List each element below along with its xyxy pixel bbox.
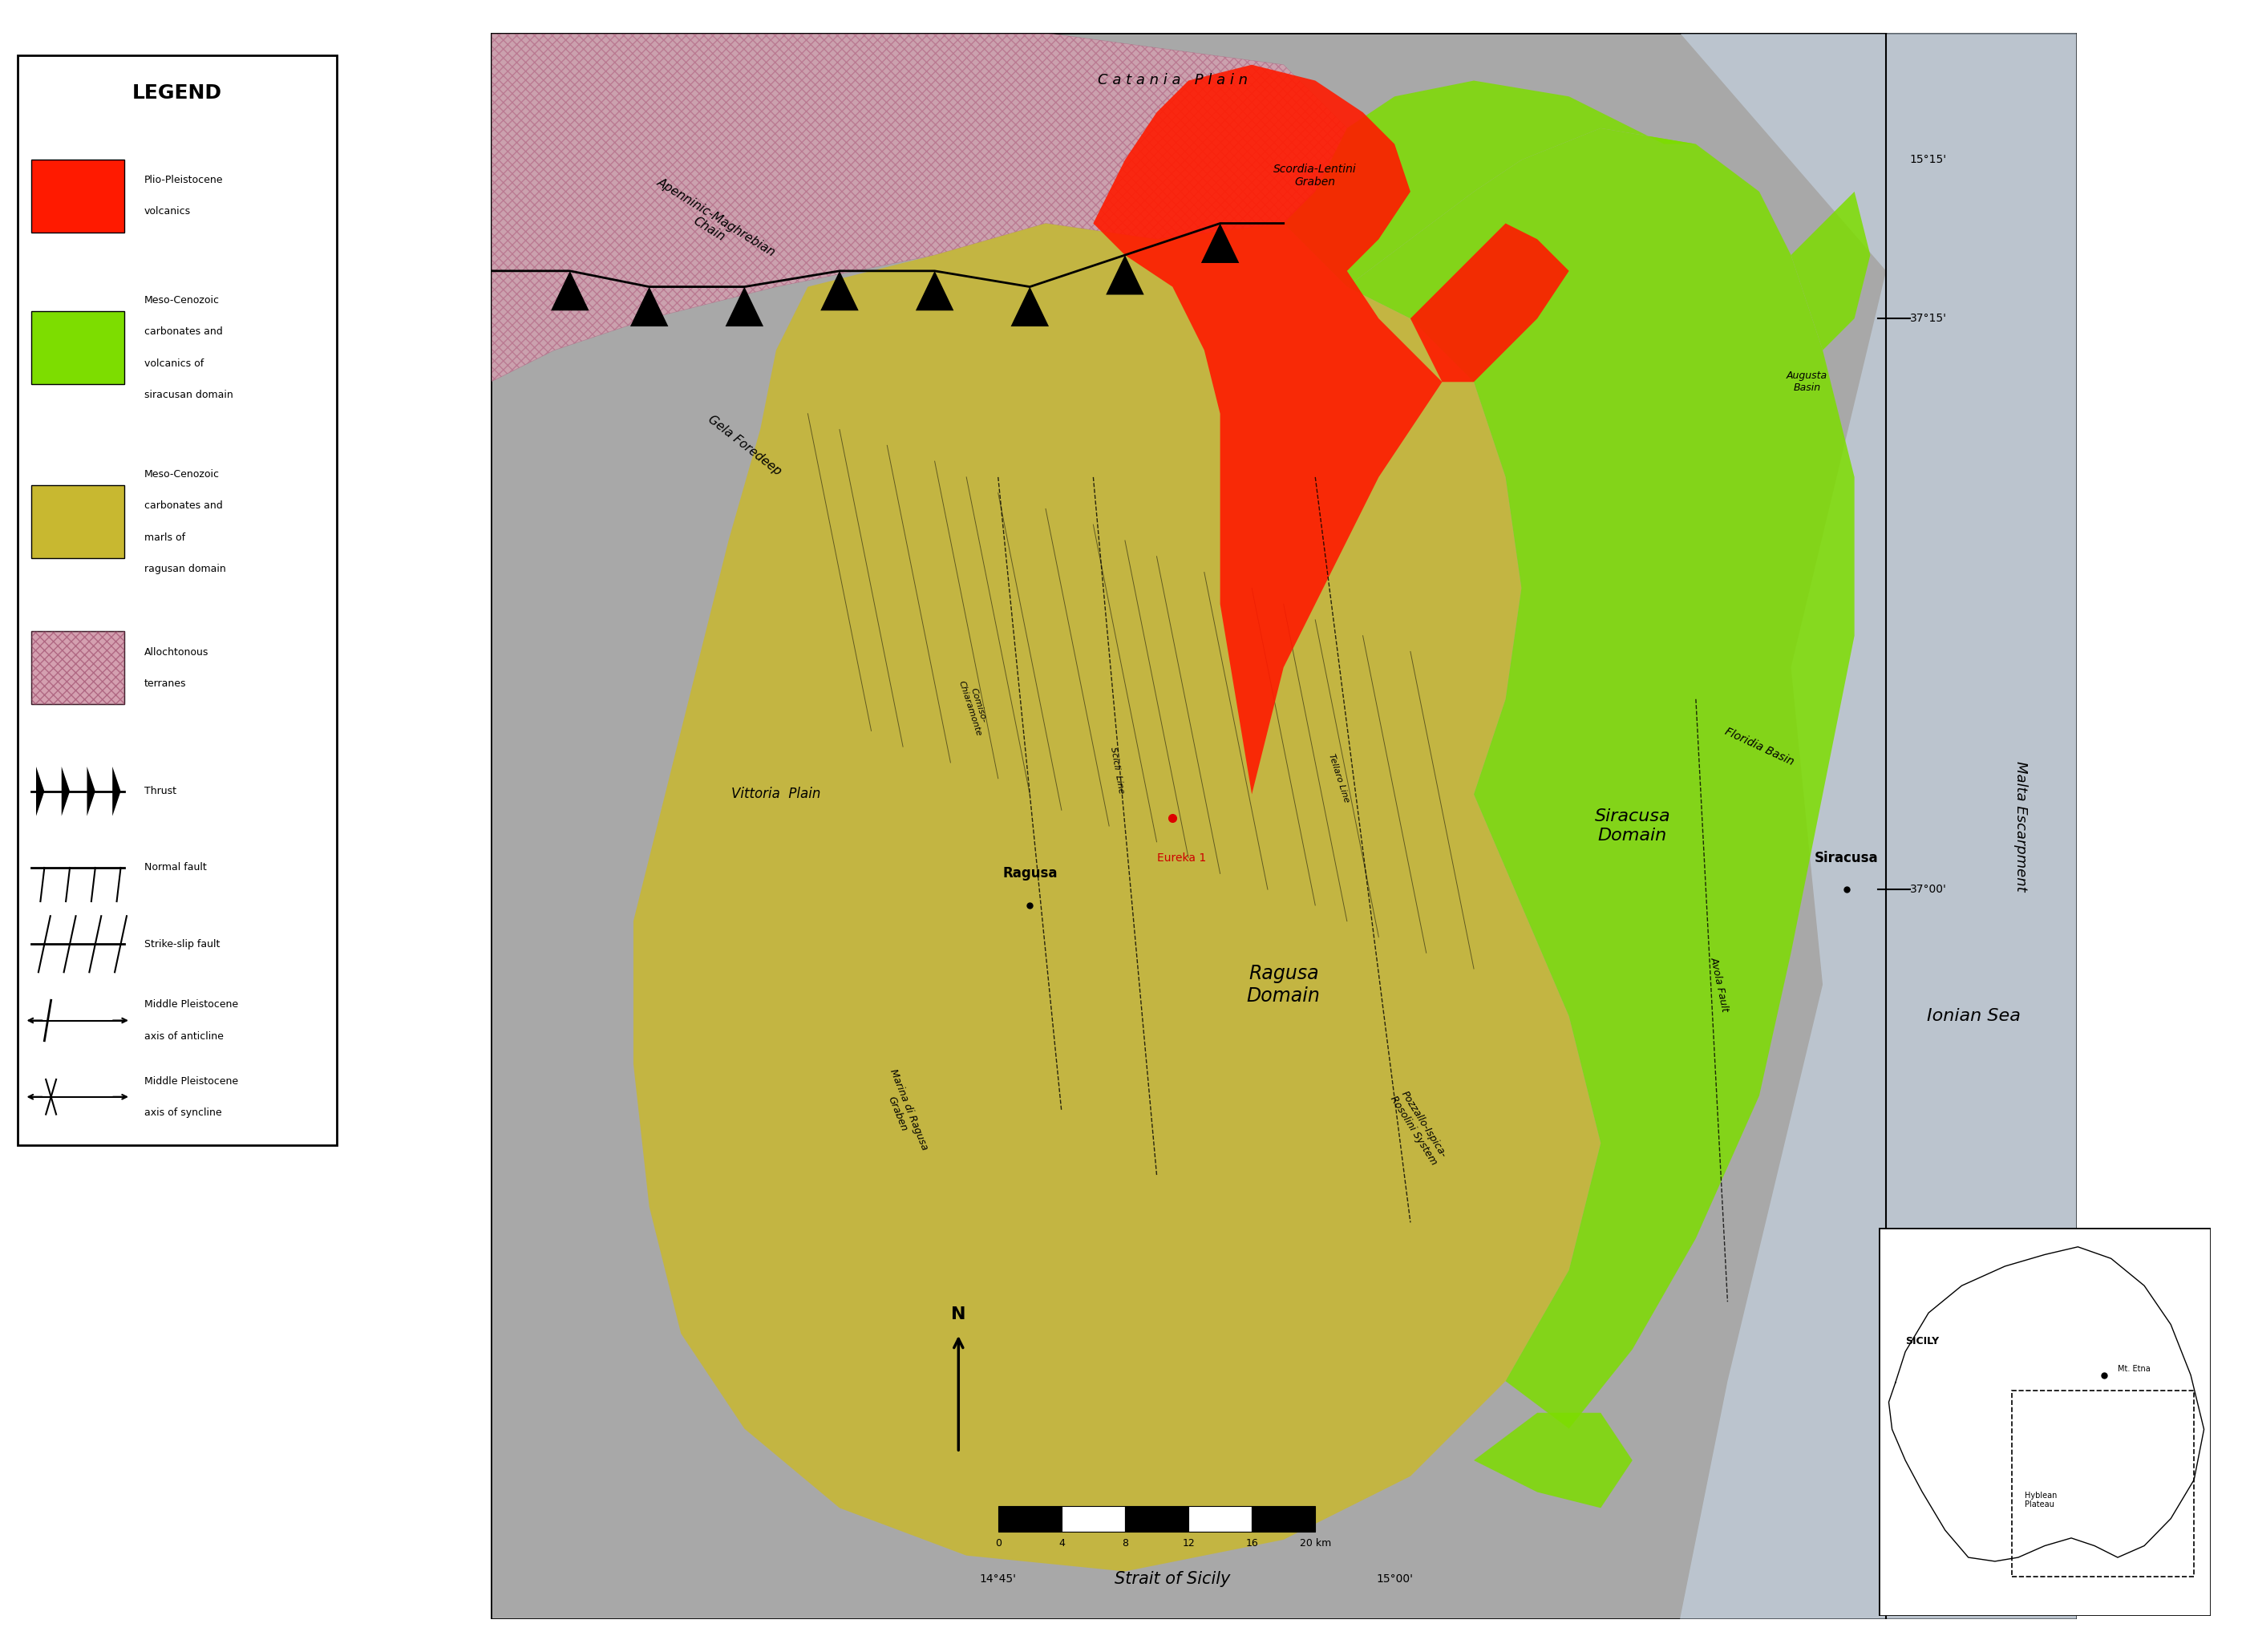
Bar xyxy=(31,631,123,704)
Text: Marina di Ragusa
Graben: Marina di Ragusa Graben xyxy=(877,1067,930,1156)
Text: Scicli  Line: Scicli Line xyxy=(1110,747,1125,795)
Polygon shape xyxy=(87,767,94,816)
Text: Siracusa: Siracusa xyxy=(1814,851,1879,866)
Text: Siracusa
Domain: Siracusa Domain xyxy=(1594,809,1670,843)
Text: Scordia-Lentini
Graben: Scordia-Lentini Graben xyxy=(1273,164,1356,188)
Text: 16: 16 xyxy=(1247,1538,1258,1548)
Polygon shape xyxy=(1410,223,1569,382)
Text: Comiso-
Chiaramonte: Comiso- Chiaramonte xyxy=(957,677,991,737)
Text: Augusta
Basin: Augusta Basin xyxy=(1787,370,1827,393)
Text: 4: 4 xyxy=(1058,1538,1065,1548)
Text: Apenninic-Maghrebian
Chain: Apenninic-Maghrebian Chain xyxy=(648,177,778,271)
Text: Thrust: Thrust xyxy=(143,786,177,796)
Text: volcanics of: volcanics of xyxy=(143,358,204,368)
Bar xyxy=(31,486,123,558)
Polygon shape xyxy=(1282,81,1695,287)
Text: Plio-Pleistocene: Plio-Pleistocene xyxy=(143,175,222,185)
Text: 8: 8 xyxy=(1121,1538,1128,1548)
Polygon shape xyxy=(61,767,70,816)
Text: terranes: terranes xyxy=(143,679,186,689)
Text: Middle Pleistocene: Middle Pleistocene xyxy=(143,1075,238,1087)
Text: carbonates and: carbonates and xyxy=(143,327,222,337)
Text: Vittoria  Plain: Vittoria Plain xyxy=(731,786,821,801)
Bar xyxy=(31,631,123,704)
Text: 15°00': 15°00' xyxy=(1377,1574,1412,1584)
Text: Ragusa
Domain: Ragusa Domain xyxy=(1247,963,1321,1006)
Text: Middle Pleistocene: Middle Pleistocene xyxy=(143,999,238,1009)
Text: Strike-slip fault: Strike-slip fault xyxy=(143,938,220,950)
Polygon shape xyxy=(491,33,1363,382)
Polygon shape xyxy=(1679,33,2076,1619)
Text: axis of anticline: axis of anticline xyxy=(143,1031,224,1041)
Text: Normal fault: Normal fault xyxy=(143,862,206,872)
Text: Mt. Etna: Mt. Etna xyxy=(2119,1365,2150,1373)
Text: siracusan domain: siracusan domain xyxy=(143,390,233,400)
Text: Tellaro Line: Tellaro Line xyxy=(1327,753,1350,805)
Polygon shape xyxy=(630,287,668,327)
Text: marls of: marls of xyxy=(143,532,184,542)
Text: carbonates and: carbonates and xyxy=(143,501,222,510)
Text: Meso-Cenozoic: Meso-Cenozoic xyxy=(143,296,220,306)
Bar xyxy=(31,311,123,385)
Bar xyxy=(1251,1507,1316,1531)
Text: Floridia Basin: Floridia Basin xyxy=(1722,725,1796,768)
Text: 37°00': 37°00' xyxy=(1910,884,1946,895)
Polygon shape xyxy=(634,223,1601,1571)
Text: Hyblean
Plateau: Hyblean Plateau xyxy=(2025,1492,2058,1508)
Polygon shape xyxy=(1105,254,1143,294)
Polygon shape xyxy=(1011,287,1049,327)
Text: C a t a n i a   P l a i n: C a t a n i a P l a i n xyxy=(1099,73,1247,88)
Text: 20 km: 20 km xyxy=(1300,1538,1332,1548)
Polygon shape xyxy=(726,287,765,327)
Polygon shape xyxy=(1347,129,1854,1429)
Bar xyxy=(998,1507,1060,1531)
Bar xyxy=(31,160,123,233)
Text: 37°15': 37°15' xyxy=(1910,312,1946,324)
Text: Pozzallo-Ispica-
Rosolini System: Pozzallo-Ispica- Rosolini System xyxy=(1388,1087,1448,1166)
Text: Malta Escarpment: Malta Escarpment xyxy=(2013,762,2029,890)
Polygon shape xyxy=(821,271,859,311)
Text: Ionian Sea: Ionian Sea xyxy=(1926,1008,2020,1024)
Polygon shape xyxy=(1202,223,1240,263)
Text: volcanics: volcanics xyxy=(143,206,191,216)
Polygon shape xyxy=(915,271,953,311)
Polygon shape xyxy=(1791,192,1870,350)
Text: axis of syncline: axis of syncline xyxy=(143,1107,222,1118)
Polygon shape xyxy=(112,767,121,816)
Text: Ragusa: Ragusa xyxy=(1002,866,1058,881)
Bar xyxy=(1125,1507,1188,1531)
Text: 12: 12 xyxy=(1182,1538,1195,1548)
Bar xyxy=(1188,1507,1251,1531)
Text: 14°45': 14°45' xyxy=(980,1574,1016,1584)
Polygon shape xyxy=(1094,64,1442,795)
Bar xyxy=(1060,1507,1125,1531)
Text: Allochtonous: Allochtonous xyxy=(143,648,209,657)
Polygon shape xyxy=(552,271,590,311)
Text: Avola Fault: Avola Fault xyxy=(1708,957,1731,1013)
Text: SICILY: SICILY xyxy=(1906,1336,1939,1346)
Text: Gela Foredeep: Gela Foredeep xyxy=(706,413,782,477)
Text: N: N xyxy=(951,1307,966,1322)
Text: LEGEND: LEGEND xyxy=(132,84,222,102)
Text: ragusan domain: ragusan domain xyxy=(143,563,226,575)
Text: 0: 0 xyxy=(995,1538,1002,1548)
Text: Strait of Sicily: Strait of Sicily xyxy=(1114,1571,1231,1588)
Bar xyxy=(2011,1391,2195,1576)
Polygon shape xyxy=(36,767,45,816)
Text: 15°15': 15°15' xyxy=(1910,154,1946,165)
Text: Eureka 1: Eureka 1 xyxy=(1157,852,1206,864)
Text: Meso-Cenozoic: Meso-Cenozoic xyxy=(143,469,220,479)
Polygon shape xyxy=(1473,1412,1632,1508)
